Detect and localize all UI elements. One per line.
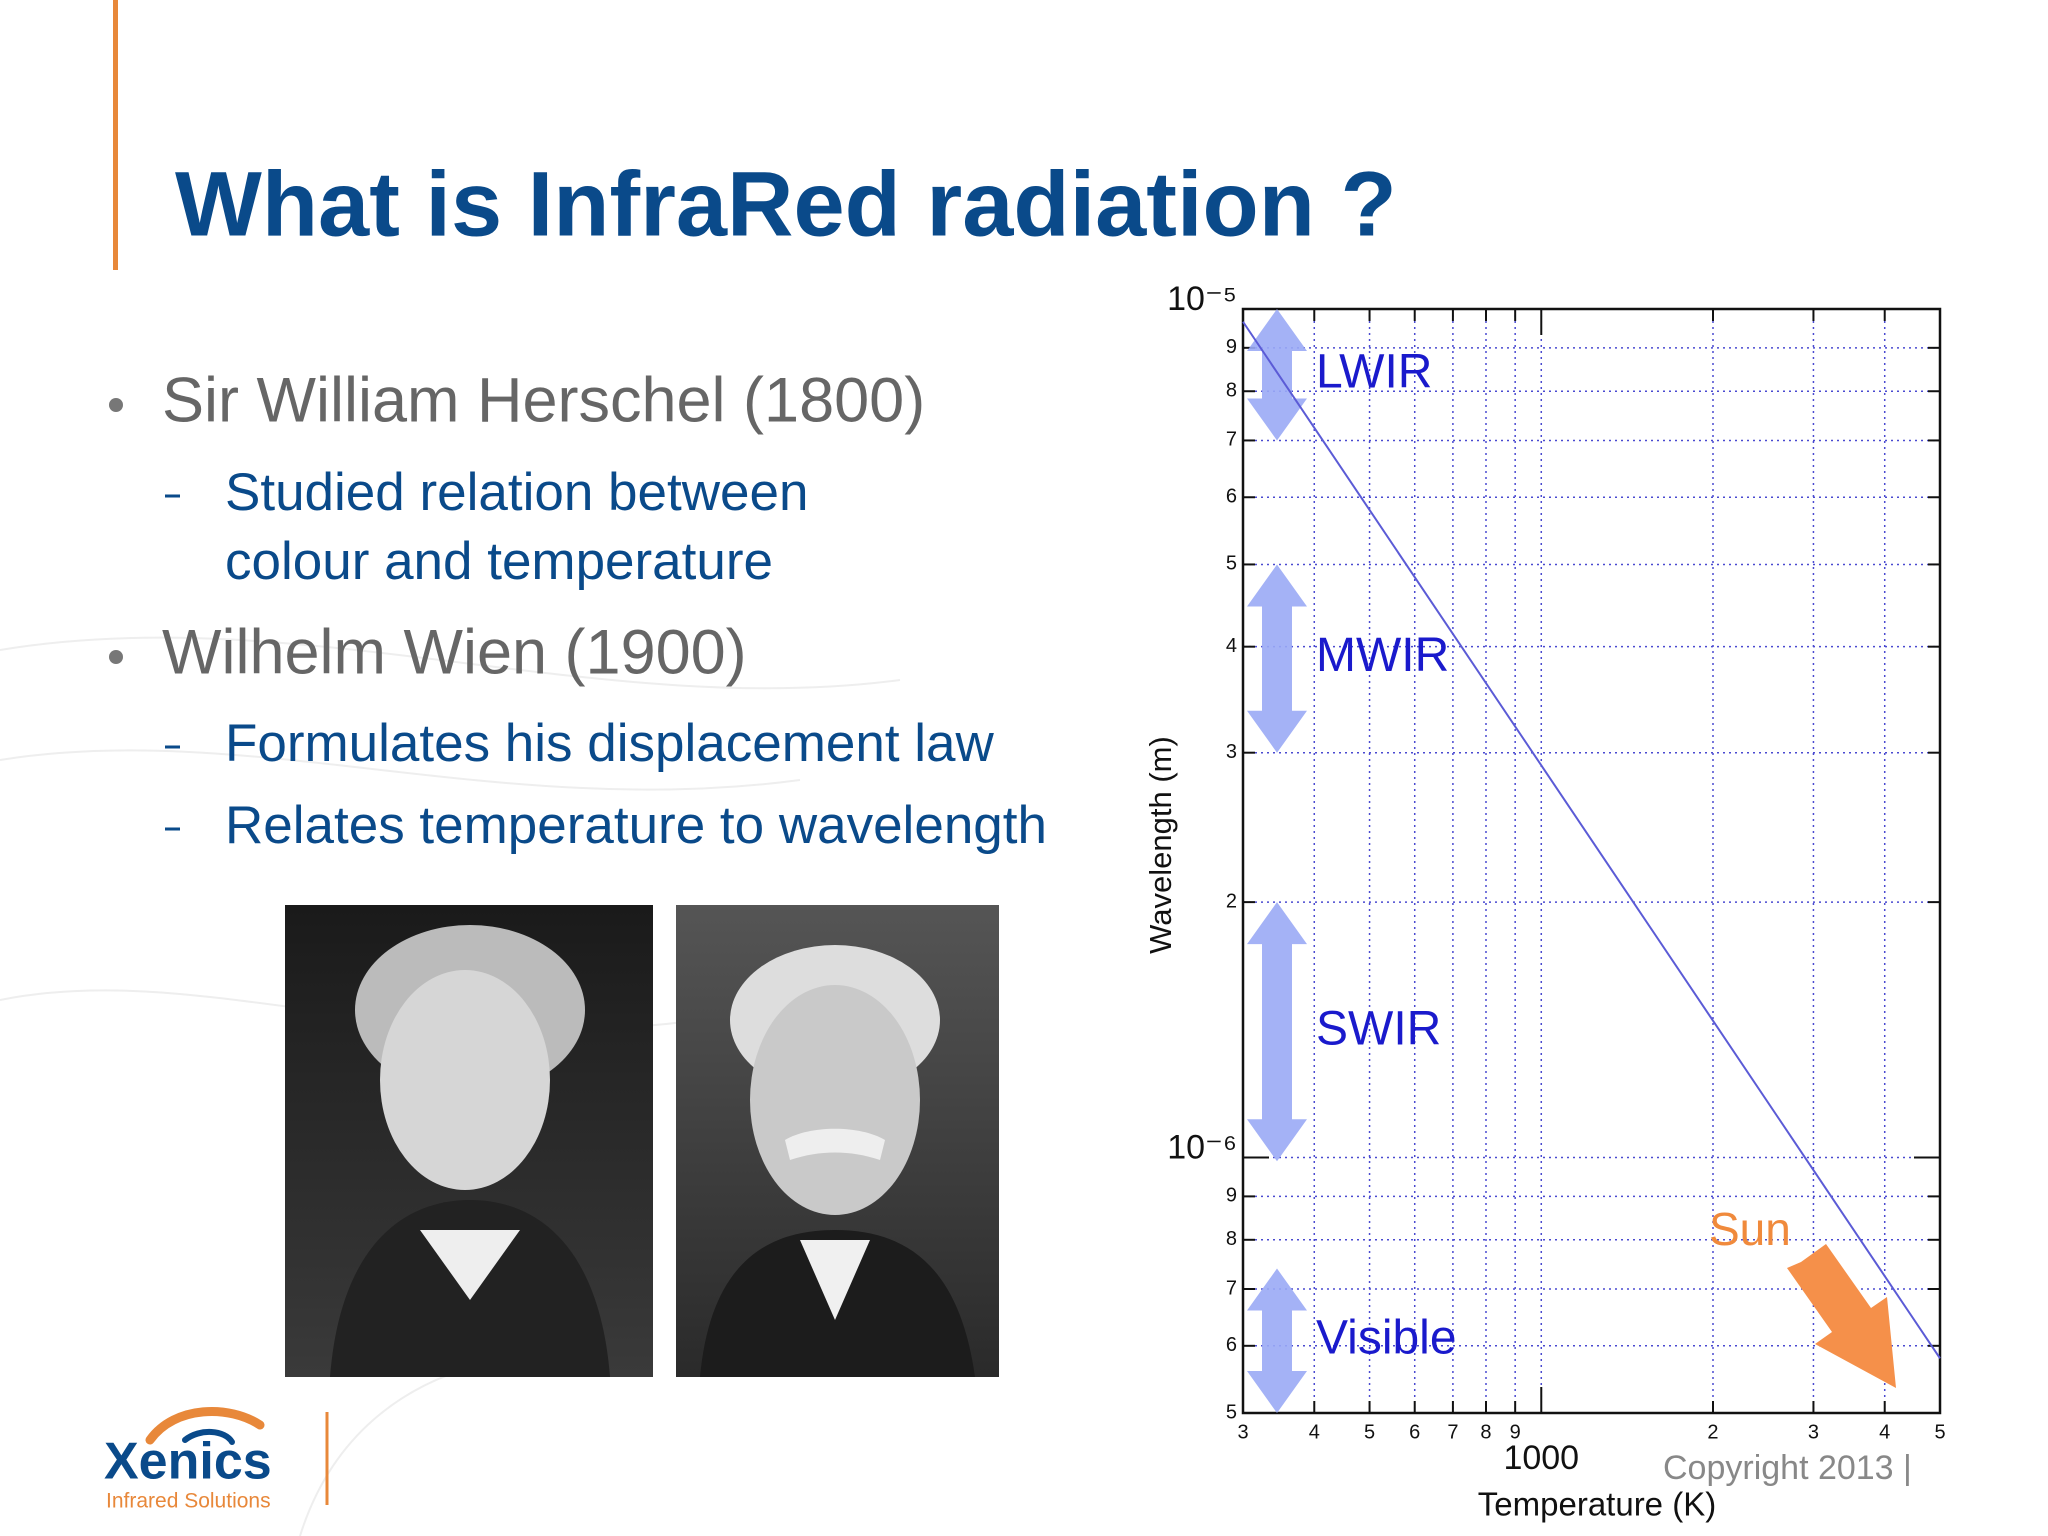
copyright: Copyright 2013 | xyxy=(1663,1449,1912,1487)
x-tick-label: 5 xyxy=(1934,1421,1945,1443)
series-line xyxy=(1242,321,1941,1359)
logo-name: Xenics xyxy=(104,1433,272,1491)
band-label: Visible xyxy=(1316,1311,1457,1364)
band-arrow xyxy=(1247,564,1307,753)
y-tick-label: 5 xyxy=(1226,553,1237,575)
sub-bullet: Studied relation between xyxy=(225,463,808,522)
decoration xyxy=(0,636,901,1536)
x-tick-label: 8 xyxy=(1480,1421,1491,1443)
y-tick-label: 4 xyxy=(1226,635,1237,657)
portrait xyxy=(285,905,653,1377)
y-tick-label: 2 xyxy=(1226,890,1237,912)
y-tick-label: 6 xyxy=(1226,1334,1237,1356)
y-tick-label: 3 xyxy=(1226,741,1237,763)
y-tick-label: 5 xyxy=(1226,1401,1237,1423)
y-tick-label: 9 xyxy=(1226,336,1237,358)
band-label: SWIR xyxy=(1316,1002,1441,1055)
sub-bullet: colour and temperature xyxy=(225,532,773,591)
plot-frame xyxy=(1241,307,1942,1415)
logo-swoosh xyxy=(145,1407,265,1445)
y-tick-label: 10⁻⁵ xyxy=(1167,280,1237,318)
x-tick-label: 4 xyxy=(1309,1421,1320,1443)
logo-tagline: Infrared Solutions xyxy=(106,1490,271,1513)
annotation: Sun xyxy=(1709,1203,1791,1255)
y-tick-label: 8 xyxy=(1226,380,1237,402)
band-arrow xyxy=(1247,309,1307,441)
bullet xyxy=(109,650,123,664)
x-tick-label: 1000 xyxy=(1503,1439,1579,1477)
accent-bar xyxy=(113,0,118,270)
x-tick-label: 9 xyxy=(1510,1421,1521,1443)
bullet-text: Wilhelm Wien (1900) xyxy=(162,618,747,688)
portrait xyxy=(676,905,999,1377)
bullet-text: Sir William Herschel (1800) xyxy=(162,366,925,436)
x-tick-label: 5 xyxy=(1364,1421,1375,1443)
y-tick-label: 7 xyxy=(1226,429,1237,451)
x-tick-label: 4 xyxy=(1879,1421,1890,1443)
band-arrow xyxy=(1247,1268,1307,1413)
y-tick-label: 10⁻⁶ xyxy=(1167,1129,1237,1167)
logo-swoosh xyxy=(182,1429,235,1445)
title: What is InfraRed radiation ? xyxy=(175,153,1397,255)
y-tick-label: 8 xyxy=(1226,1228,1237,1250)
x-axis-title: Temperature (K) xyxy=(1478,1486,1716,1523)
bullet xyxy=(109,398,123,412)
y-tick-label: 6 xyxy=(1226,486,1237,508)
x-tick-label: 7 xyxy=(1447,1421,1458,1443)
y-axis-title: Wavelength (m) xyxy=(1143,736,1178,954)
sub-bullet: Relates temperature to wavelength xyxy=(225,796,1047,855)
x-tick-label: 2 xyxy=(1707,1421,1718,1443)
x-tick-label: 6 xyxy=(1409,1421,1420,1443)
plot-area xyxy=(1243,309,1940,1413)
y-tick-label: 7 xyxy=(1226,1277,1237,1299)
y-tick-label: 9 xyxy=(1226,1185,1237,1207)
band-label: MWIR xyxy=(1316,629,1449,682)
band-arrow xyxy=(1247,902,1307,1162)
sun-arrow xyxy=(1787,1244,1896,1388)
x-tick-label: 3 xyxy=(1237,1421,1248,1443)
x-tick-label: 3 xyxy=(1808,1421,1819,1443)
sub-bullet: Formulates his displacement law xyxy=(225,714,995,773)
band-label: LWIR xyxy=(1316,345,1432,398)
